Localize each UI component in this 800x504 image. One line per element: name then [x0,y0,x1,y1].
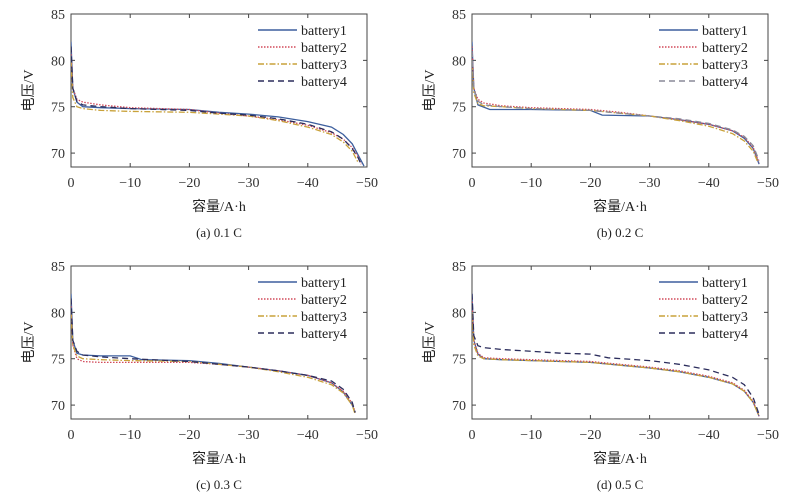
y-tick-label: 85 [452,260,466,275]
x-tick-label: −10 [119,428,141,443]
legend-label: battery2 [301,41,347,56]
legend-label: battery4 [702,327,748,342]
x-tick-label: −40 [297,428,319,443]
y-axis-label: 电压/V [21,322,37,364]
series-line-battery3 [71,312,356,415]
x-tick-label: −30 [639,176,661,191]
y-tick-label: 75 [51,353,65,368]
y-tick-label: 70 [51,399,65,414]
x-axis-label: 容量/A·h [192,450,246,467]
legend-label: battery4 [702,75,748,90]
x-tick-label: −40 [698,176,720,191]
y-tick-label: 85 [452,8,466,23]
x-tick-label: −20 [178,176,200,191]
legend-label: battery1 [301,276,347,291]
subplot-2: 0 −10 −20 −30 −40 −50 70 75 80 85 容量/A·h 电压/V (b) 0.… [422,8,779,240]
x-axis-label: 容量/A·h [593,450,647,467]
y-tick-label: 75 [452,101,466,116]
x-tick-label: −50 [356,428,378,443]
series-line-battery4 [472,293,760,415]
subplot-caption: (b) 0.2 C [597,225,644,240]
legend-label: battery4 [301,327,347,342]
y-tick-label: 70 [452,147,466,162]
x-tick-label: −30 [639,428,661,443]
plot-frame [471,265,769,420]
x-tick-label: 0 [469,176,476,191]
x-axis-label: 容量/A·h [593,198,647,215]
x-tick-label: −10 [119,176,141,191]
series-line-battery3 [472,312,760,417]
y-tick-label: 80 [51,54,65,69]
y-tick-label: 85 [51,8,65,23]
subplot-caption: (d) 0.5 C [597,477,644,492]
series-line-battery1 [71,41,365,167]
y-axis-label: 电压/V [21,70,37,112]
x-tick-label: 0 [469,428,476,443]
x-tick-label: −40 [698,428,720,443]
x-tick-label: −20 [579,428,601,443]
legend-label: battery1 [702,276,748,291]
y-tick-label: 80 [452,54,466,69]
x-tick-label: −50 [757,176,779,191]
series-line-battery2 [472,298,760,417]
x-tick-label: −40 [297,176,319,191]
series-line-battery4 [472,51,760,161]
x-tick-label: −10 [520,428,542,443]
y-tick-label: 70 [452,399,466,414]
x-tick-label: −10 [520,176,542,191]
y-tick-label: 70 [51,147,65,162]
x-tick-label: 0 [68,428,75,443]
x-tick-label: −20 [178,428,200,443]
y-tick-label: 75 [452,353,466,368]
y-axis-label: 电压/V [422,322,438,364]
subplot-caption: (c) 0.3 C [196,477,242,492]
x-tick-label: −20 [579,176,601,191]
subplot-4: 0 −10 −20 −30 −40 −50 70 75 80 85 容量/A·h 电压/V (d) 0.… [422,260,779,492]
x-tick-label: −30 [238,428,260,443]
x-tick-label: −50 [757,428,779,443]
x-axis-label: 容量/A·h [192,198,246,215]
y-tick-label: 85 [51,260,65,275]
legend-label: battery3 [702,310,748,325]
series-line-battery3 [71,60,359,163]
legend-label: battery2 [702,293,748,308]
plot-frame [70,13,368,168]
legend-label: battery3 [301,310,347,325]
legend-label: battery1 [301,24,347,39]
y-tick-label: 80 [51,306,65,321]
plot-frame [471,13,769,168]
y-axis-label: 电压/V [422,70,438,112]
subplot-1: 0 −10 −20 −30 −40 −50 70 75 80 85 容量/A·h 电压/V (a) 0.… [21,8,378,240]
x-tick-label: −30 [238,176,260,191]
x-tick-label: −50 [356,176,378,191]
legend-label: battery2 [702,41,748,56]
subplot-caption: (a) 0.1 C [196,225,242,240]
legend-label: battery1 [702,24,748,39]
x-tick-label: 0 [68,176,75,191]
legend-label: battery4 [301,75,347,90]
series-line-battery1 [472,41,760,165]
series-line-battery4 [71,46,362,165]
legend-label: battery3 [702,58,748,73]
series-line-battery4 [71,298,356,413]
legend-label: battery3 [301,58,347,73]
series-line-battery1 [71,293,356,413]
legend-label: battery2 [301,293,347,308]
y-tick-label: 75 [51,101,65,116]
y-tick-label: 80 [452,306,466,321]
plot-frame [70,265,368,420]
subplot-3: 0 −10 −20 −30 −40 −50 70 75 80 85 容量/A·h 电压/V (c) 0.… [21,260,378,492]
